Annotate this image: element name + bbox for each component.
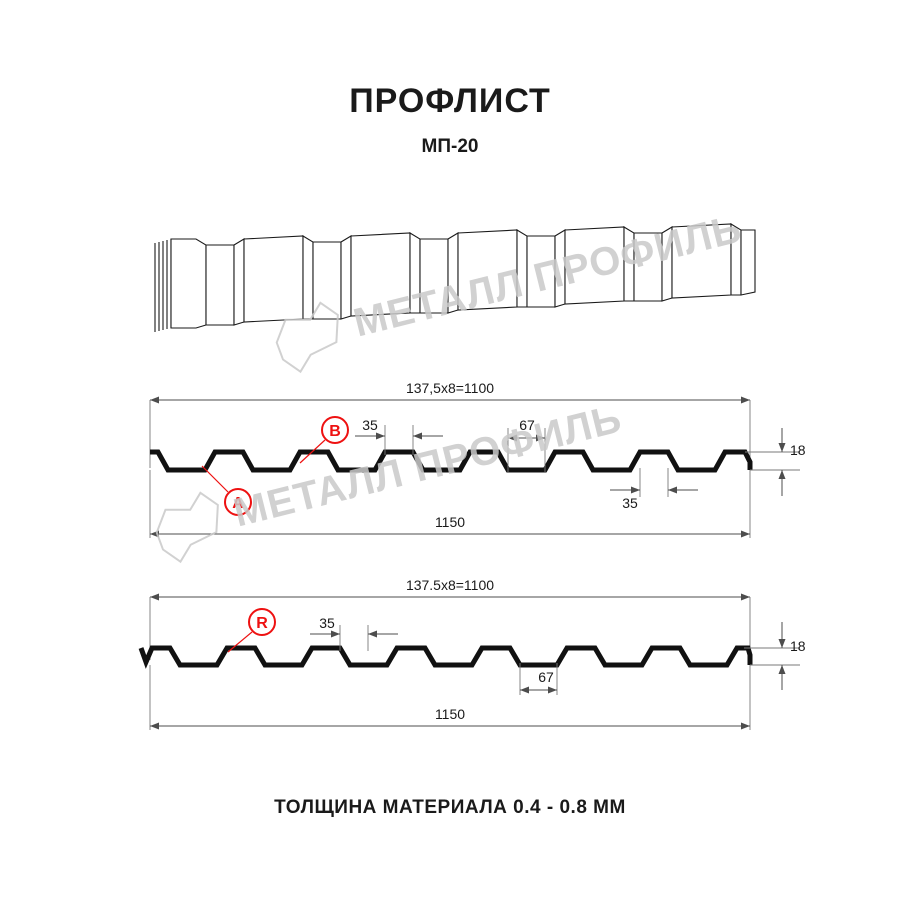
callout-marker-b: B (299, 416, 349, 464)
callout-label-a: A (232, 495, 244, 512)
dimension-label-1150-top: 1150 (435, 514, 465, 530)
cross-section-diagram-bottom: 137.5x8=1100 35 67 18 (138, 577, 806, 730)
watermark-logo-bottom: МЕТАЛЛ ПРОФИЛЬ (155, 396, 626, 564)
dimension-label-35-bottom: 35 (622, 495, 638, 511)
dimension-label-top-overall: 137,5x8=1100 (406, 380, 494, 396)
dimension-label-67-top: 67 (519, 417, 535, 433)
callout-label-b: B (329, 423, 341, 440)
material-thickness-caption: ТОЛЩИНА МАТЕРИАЛА 0.4 - 0.8 ММ (274, 797, 626, 818)
callout-marker-r: R (227, 608, 276, 653)
dimension-bottom-overall-2: 1150 (149, 665, 751, 730)
dimension-rib-width-top: 35 (355, 417, 443, 455)
cross-section-diagram-top: 137,5x8=1100 35 67 35 (149, 380, 806, 538)
profile-outline-bottom (138, 645, 753, 669)
dimension-label-18-bottom: 18 (790, 638, 806, 654)
dimension-valley-width-top: 67 (507, 417, 546, 472)
dimension-height-bottom: 18 (744, 622, 806, 690)
callout-label-r: R (256, 615, 268, 632)
dimension-label-18-top: 18 (790, 442, 806, 458)
isometric-sheet-view (154, 223, 756, 332)
dimension-height-top: 18 (745, 428, 806, 496)
dimension-label-top-overall-2: 137.5x8=1100 (406, 577, 494, 593)
page-subtitle: МП-20 (422, 136, 479, 157)
watermark-text-2: МЕТАЛЛ ПРОФИЛЬ (229, 396, 626, 535)
profile-outline-top (150, 449, 753, 473)
dimension-top-overall-2: 137.5x8=1100 (149, 577, 751, 660)
dimension-label-1150-bottom: 1150 (435, 706, 465, 722)
page-title: ПРОФЛИСТ (349, 82, 551, 120)
dimension-top-overall: 137,5x8=1100 (149, 380, 751, 468)
dimension-valley-width-bottom: 67 (519, 663, 558, 695)
dimension-label-67-bottom: 67 (538, 669, 554, 685)
dimension-bottom-overall-top: 1150 (149, 470, 751, 538)
dimension-label-35-bottom-diagram: 35 (319, 615, 335, 631)
dimension-label-35-top: 35 (362, 417, 378, 433)
callout-marker-a: A (201, 465, 252, 516)
dimension-rib-width-top-2: 35 (310, 615, 398, 651)
dimension-rib-width-bottom: 35 (610, 468, 698, 511)
